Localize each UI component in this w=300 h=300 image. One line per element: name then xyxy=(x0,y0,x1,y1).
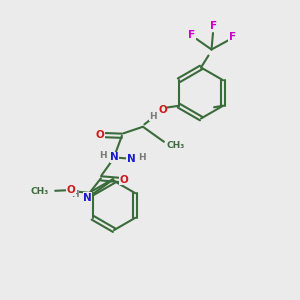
Text: N: N xyxy=(127,154,135,164)
Text: F: F xyxy=(210,21,218,31)
Text: N: N xyxy=(110,152,119,162)
Text: O: O xyxy=(96,130,105,140)
Text: CH₃: CH₃ xyxy=(31,187,49,196)
Text: H: H xyxy=(99,151,107,160)
Text: O: O xyxy=(120,175,129,185)
Text: F: F xyxy=(188,29,196,40)
Text: H: H xyxy=(139,153,146,162)
Text: H: H xyxy=(71,190,79,199)
Text: O: O xyxy=(67,185,76,195)
Text: O: O xyxy=(158,105,167,115)
Text: H: H xyxy=(150,112,157,121)
Text: CH₃: CH₃ xyxy=(166,141,184,150)
Text: N: N xyxy=(83,193,92,203)
Text: F: F xyxy=(229,32,236,42)
